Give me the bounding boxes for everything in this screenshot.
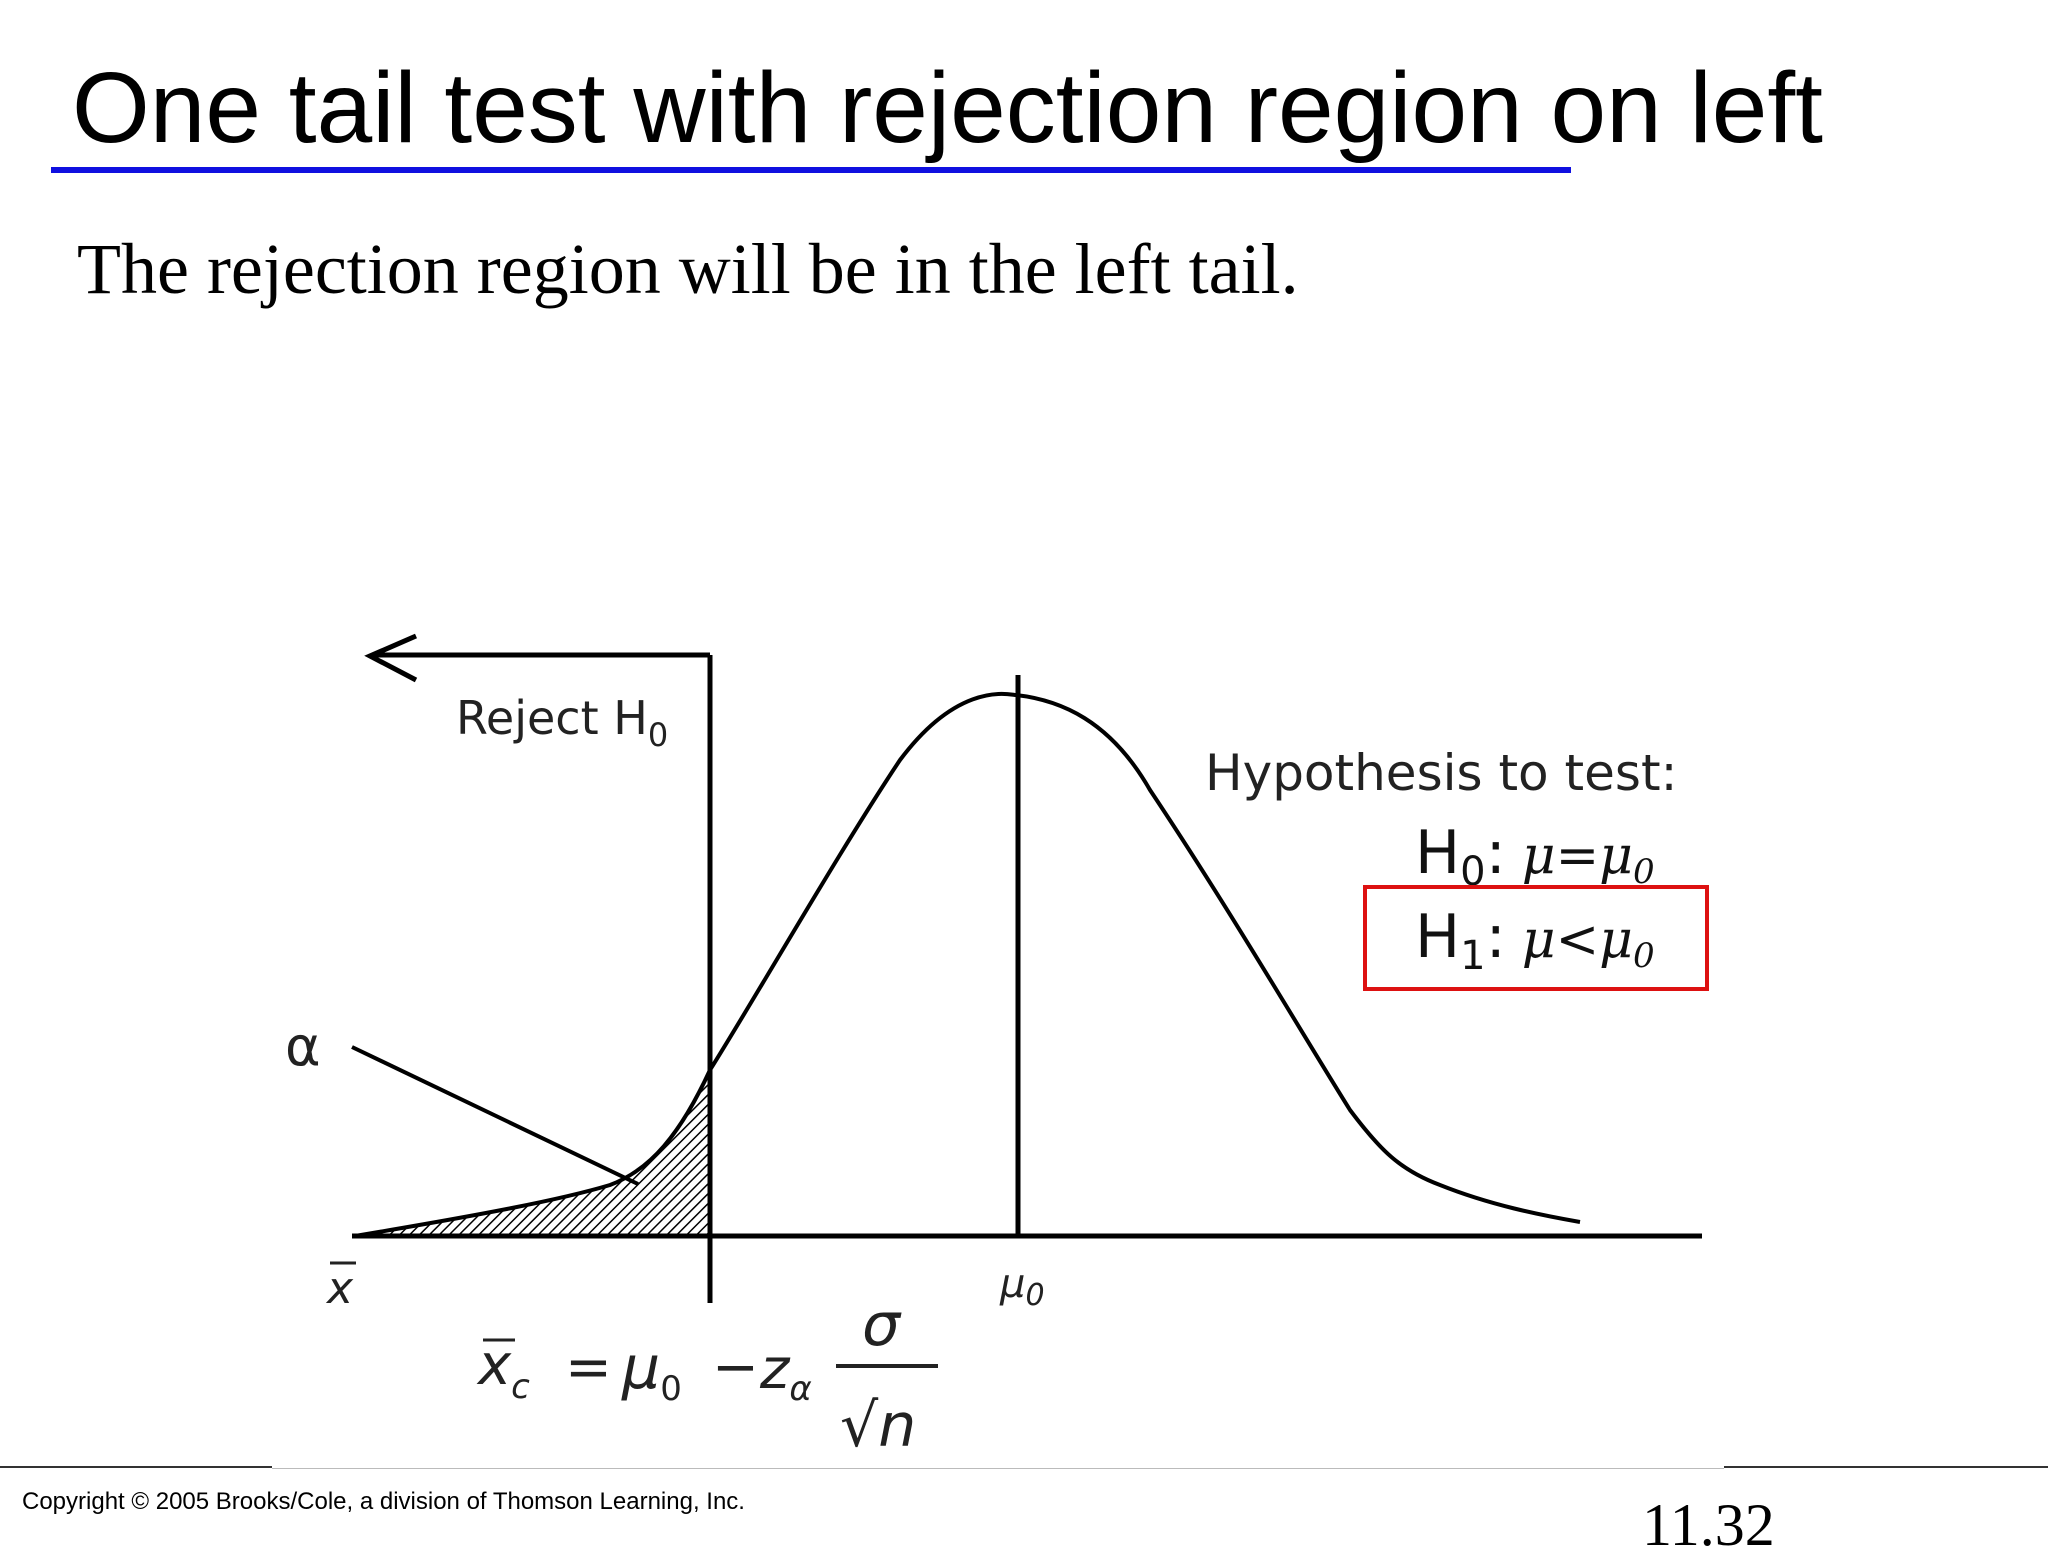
- hypothesis-title: Hypothesis to test:: [1205, 744, 1677, 802]
- page-number: 11.32: [1642, 1492, 1775, 1558]
- reject-h0-label: Reject H0: [456, 691, 668, 754]
- alpha-leader-line: [351, 1045, 639, 1186]
- svg-text:−: −: [712, 1335, 759, 1400]
- alternative-hypothesis: H1: μ<μ0: [1415, 902, 1655, 979]
- footer-rule-left: [0, 1466, 272, 1468]
- copyright-notice: Copyright © 2005 Brooks/Cole, a division…: [22, 1488, 745, 1515]
- reject-arrow-head: [364, 633, 418, 683]
- mu0-axis-label: μ0: [999, 1261, 1045, 1313]
- footer-rule-middle: [272, 1468, 1724, 1469]
- alternative-hypothesis-highlight: [1363, 885, 1709, 991]
- svg-text:x: x: [325, 1263, 354, 1314]
- normal-curve: [354, 691, 1581, 1238]
- rejection-area: [355, 1070, 710, 1236]
- slide-subtitle: The rejection region will be in the left…: [77, 229, 1299, 309]
- title-underline: [51, 167, 1571, 173]
- footer-rule-right: [1724, 1466, 2048, 1468]
- alpha-label: α: [285, 1015, 321, 1078]
- svg-text:=: =: [565, 1335, 612, 1400]
- svg-text:μ0: μ0: [621, 1333, 682, 1409]
- slide-title: One tail test with rejection region on l…: [72, 52, 1823, 164]
- svg-text:√n: √n: [840, 1391, 916, 1461]
- svg-text:zα: zα: [759, 1337, 812, 1409]
- xbar-axis-label: x: [325, 1261, 356, 1314]
- null-hypothesis: H0: μ=μ0: [1415, 818, 1655, 895]
- svg-text:σ: σ: [862, 1290, 902, 1360]
- critical-value-formula: xc = μ0 − zα σ √n: [476, 1290, 938, 1461]
- svg-text:xc: xc: [476, 1333, 530, 1407]
